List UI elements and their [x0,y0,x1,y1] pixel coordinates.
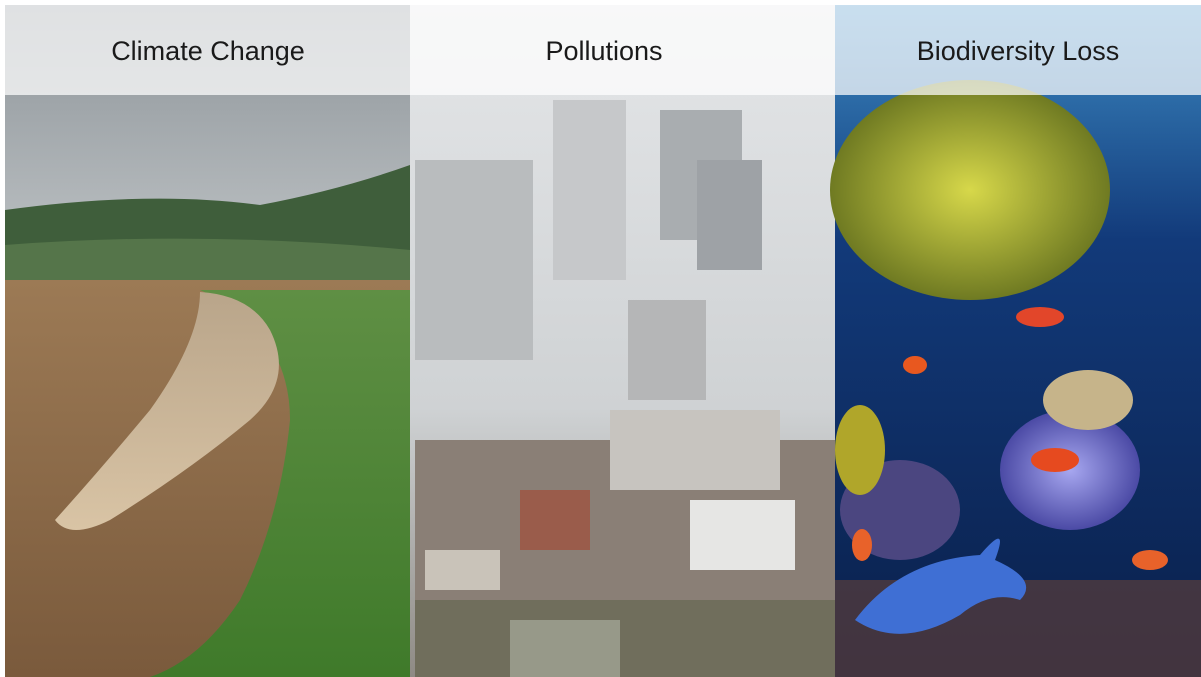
coral [1000,410,1140,530]
panel-title: Biodiversity Loss [917,36,1120,66]
panel-title: Climate Change [111,36,305,66]
fish [1132,550,1168,570]
pollution-scene [410,5,835,677]
building [553,100,626,280]
trees [415,600,835,677]
panel-title: Pollutions [545,36,662,66]
brain-coral [1043,370,1133,430]
climate-scene [5,5,410,677]
building [425,550,500,590]
hills [5,239,410,285]
building [628,300,706,400]
building [610,410,780,490]
reef-scene [830,5,1201,677]
fish [852,529,872,561]
building [520,490,590,550]
fish [1016,307,1064,327]
coral [835,405,885,495]
fish [903,356,927,374]
fish [1031,448,1079,472]
building [415,160,533,360]
page: Climate Change Pollutions Biodiversity L… [0,0,1201,677]
building [690,500,795,570]
collage: Climate Change Pollutions Biodiversity L… [0,0,1201,677]
building [697,160,762,270]
coral [830,80,1110,300]
